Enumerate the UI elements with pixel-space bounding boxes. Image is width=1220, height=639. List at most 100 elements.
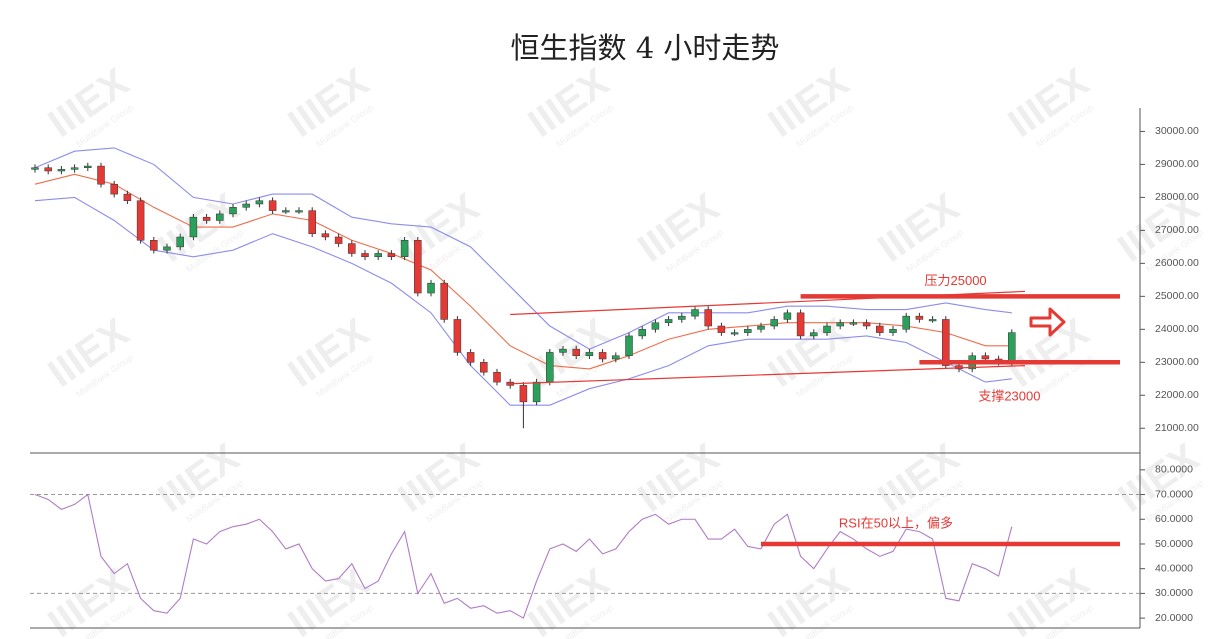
y-tick-label: 28000.00	[1155, 191, 1199, 203]
candle-body	[440, 282, 448, 320]
watermark-logo: IIIEX	[520, 560, 617, 639]
candle-body	[849, 322, 858, 325]
y-tick-label: 27000.00	[1155, 224, 1199, 236]
candle-body	[348, 243, 356, 254]
candle-body	[136, 200, 145, 241]
candle-body	[123, 193, 132, 201]
candle-body	[704, 309, 712, 327]
candle-body	[427, 282, 435, 294]
candle-body	[1008, 332, 1016, 363]
candle-body	[268, 200, 277, 211]
candle-body	[282, 210, 290, 213]
candle-body	[889, 329, 897, 333]
candle-body	[480, 362, 488, 373]
candle-body	[862, 322, 871, 327]
candle-body	[783, 312, 792, 320]
candle-body	[572, 348, 580, 356]
candle-body	[730, 332, 739, 335]
candle-body	[70, 167, 79, 170]
y-tick-label: 24000.00	[1155, 323, 1199, 335]
candle-body	[664, 319, 673, 323]
candle-body	[585, 352, 594, 356]
watermark-logo: IIIEX	[1000, 560, 1097, 639]
candle-body	[638, 329, 646, 337]
candle-body	[559, 348, 567, 353]
bollinger-band	[34, 196, 1012, 406]
y-tick-label: 50.0000	[1155, 538, 1193, 550]
candle-body	[691, 309, 699, 317]
y-tick-label: 22000.00	[1155, 389, 1199, 401]
reference-label: 支撑23000	[978, 389, 1040, 404]
candle-body	[651, 322, 660, 330]
candle-body	[216, 213, 224, 221]
y-tick-label: 20.0000	[1155, 612, 1193, 624]
candle-body	[810, 332, 818, 337]
candle-body	[770, 319, 778, 327]
chart-title: 恒生指数 4 小时走势	[511, 31, 780, 65]
watermark-logo: IIIEX	[280, 560, 377, 639]
candle-body	[625, 335, 633, 356]
candle-body	[612, 355, 620, 360]
candle-body	[308, 210, 316, 234]
candle-body	[110, 183, 118, 195]
candle-body	[493, 371, 501, 383]
candle-body	[902, 315, 910, 330]
candle-body	[387, 253, 396, 258]
reference-label: 压力25000	[925, 273, 987, 288]
y-tick-label: 40.0000	[1155, 562, 1193, 574]
trend-line	[510, 365, 1026, 385]
candle-body	[546, 352, 554, 383]
bollinger-band	[34, 147, 1012, 350]
candle-body	[44, 167, 52, 172]
candle-body	[176, 236, 184, 248]
y-tick-label: 21000.00	[1155, 422, 1199, 434]
candle-body	[150, 240, 158, 251]
candle-body	[942, 319, 950, 366]
candle-body	[414, 240, 422, 294]
candle-body	[598, 352, 607, 360]
candle-body	[334, 236, 343, 244]
direction-arrow	[1029, 307, 1066, 337]
candle-body	[31, 167, 39, 170]
candle-body	[915, 315, 924, 320]
y-tick-label: 30.0000	[1155, 587, 1193, 599]
candle-body	[678, 315, 686, 320]
rsi-line	[34, 493, 1013, 619]
candle-body	[796, 312, 805, 337]
y-tick-label: 29000.00	[1155, 158, 1199, 170]
candle-body	[163, 246, 171, 251]
y-tick-label: 80.0000	[1155, 464, 1193, 476]
y-tick-label: 70.0000	[1155, 488, 1193, 500]
candle-body	[321, 233, 330, 238]
candle-body	[757, 325, 765, 330]
candle-body	[717, 325, 726, 333]
y-tick-label: 26000.00	[1155, 257, 1199, 269]
candle-body	[97, 165, 105, 185]
candle-body	[361, 253, 369, 258]
candle-body	[744, 329, 752, 333]
watermark-logo: IIIEX	[40, 560, 137, 639]
bollinger-band	[34, 173, 1012, 370]
y-tick-label: 30000.00	[1155, 125, 1199, 137]
reference-label: RSI在50以上，偏多	[839, 515, 953, 530]
candle-body	[84, 165, 92, 168]
y-tick-label: 23000.00	[1155, 356, 1199, 368]
candle-body	[981, 355, 990, 360]
candle-body	[202, 216, 211, 221]
